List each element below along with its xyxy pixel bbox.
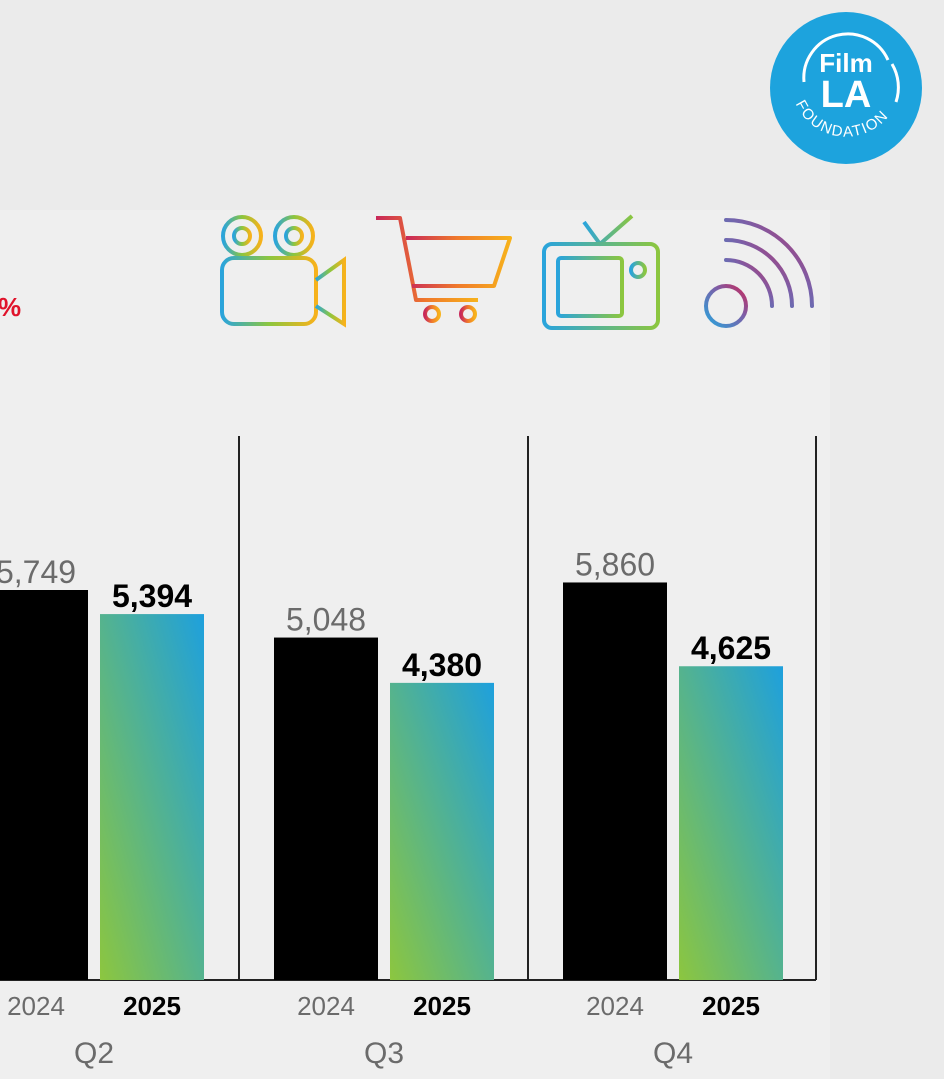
logo-la-text: LA	[820, 74, 872, 116]
logo-film-text: Film	[819, 48, 873, 78]
streaming-signal-icon	[704, 218, 814, 328]
bar-q3-2024	[274, 637, 378, 980]
bar-q2-2024	[0, 590, 88, 980]
logo-ring: FOUNDATION	[792, 32, 900, 141]
year-label-q2-2024: 2024	[7, 991, 65, 1021]
value-label-q3-2024: 5,048	[286, 602, 366, 638]
year-label-q4-2024: 2024	[586, 991, 644, 1021]
shopping-cart-icon	[376, 216, 512, 323]
bar-q4-2024	[563, 582, 667, 980]
year-label-q4-2025: 2025	[702, 991, 760, 1021]
category-label-q2: Q2	[74, 1037, 114, 1070]
film-camera-icon	[220, 215, 346, 328]
value-label-q2-2025: 5,394	[112, 578, 192, 614]
percent-change-fragment: %	[0, 292, 22, 322]
value-label-q4-2025: 4,625	[691, 630, 771, 666]
value-label-q3-2025: 4,380	[402, 647, 482, 683]
television-icon	[542, 214, 660, 330]
category-label-q4: Q4	[653, 1037, 693, 1070]
year-label-q2-2025: 2025	[123, 991, 181, 1021]
bar-q2-2025	[100, 614, 204, 980]
year-label-q3-2024: 2024	[297, 991, 355, 1021]
bar-q3-2025	[390, 682, 494, 980]
value-label-q4-2024: 5,860	[575, 546, 655, 582]
value-label-q2-2024: 5,749	[0, 554, 76, 590]
bar-q4-2025	[679, 666, 783, 980]
year-label-q3-2025: 2025	[413, 991, 471, 1021]
category-label-q3: Q3	[364, 1037, 404, 1070]
filmla-foundation-logo: FOUNDATION Film LA	[770, 12, 922, 164]
bars-layer: 5,749 2024 5,394 2025 Q2 5,048 2024 4,380 2025 Q3…	[0, 436, 817, 1070]
